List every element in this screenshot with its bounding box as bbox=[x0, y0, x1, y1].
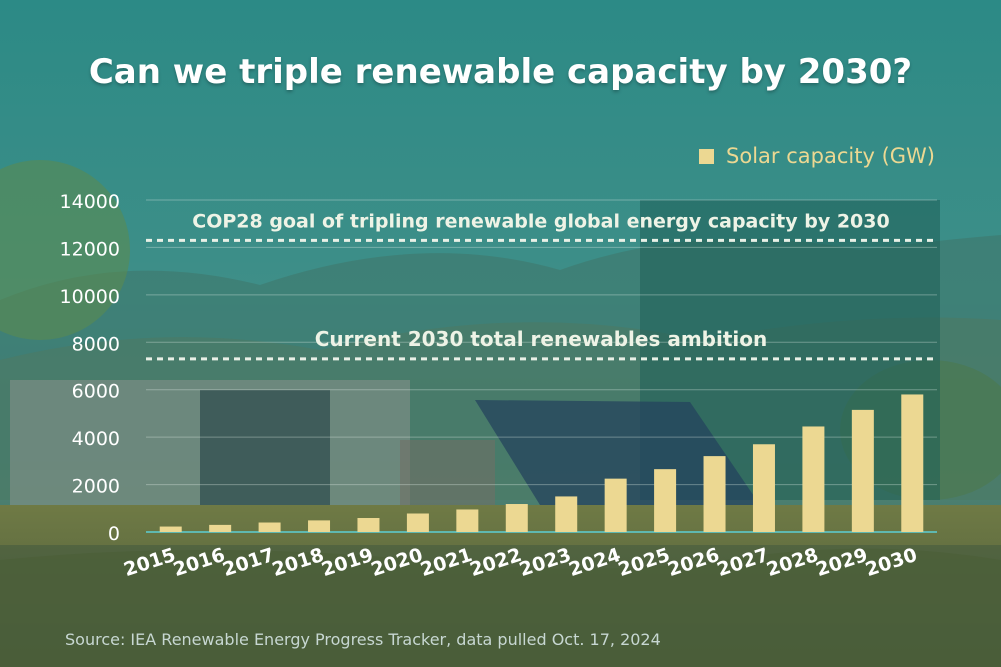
reference-lines: COP28 goal of tripling renewable global … bbox=[146, 210, 937, 361]
y-tick-label: 10000 bbox=[60, 286, 120, 308]
bar bbox=[654, 469, 677, 532]
bar bbox=[308, 520, 331, 532]
bar bbox=[406, 513, 429, 532]
bar-series bbox=[159, 394, 924, 532]
bar bbox=[851, 409, 874, 532]
bar bbox=[505, 504, 528, 532]
bar bbox=[456, 509, 479, 532]
bar bbox=[802, 426, 825, 532]
source-note: Source: IEA Renewable Energy Progress Tr… bbox=[65, 630, 661, 649]
y-tick-label: 0 bbox=[108, 523, 120, 545]
y-tick-label: 12000 bbox=[60, 238, 120, 260]
y-tick-label: 4000 bbox=[72, 428, 120, 450]
gridlines bbox=[146, 199, 937, 486]
bar bbox=[604, 478, 627, 532]
bar bbox=[555, 496, 578, 532]
y-tick-label: 14000 bbox=[60, 191, 120, 213]
y-tick-label: 8000 bbox=[72, 333, 120, 355]
bar bbox=[209, 524, 232, 532]
bar bbox=[752, 444, 775, 532]
reference-line-label: COP28 goal of tripling renewable global … bbox=[192, 210, 889, 232]
y-axis: 0 2000 4000 6000 8000 10000 12000 14000 bbox=[60, 191, 120, 545]
bar bbox=[703, 456, 726, 532]
legend-label: Solar capacity (GW) bbox=[726, 144, 935, 168]
bar bbox=[159, 526, 182, 532]
y-tick-label: 2000 bbox=[72, 476, 120, 498]
reference-line-label: Current 2030 total renewables ambition bbox=[315, 327, 767, 351]
bar bbox=[357, 518, 380, 532]
legend: Solar capacity (GW) bbox=[699, 144, 935, 168]
bar bbox=[901, 394, 924, 532]
legend-swatch bbox=[699, 148, 715, 164]
bar bbox=[258, 522, 281, 532]
chart-title: Can we triple renewable capacity by 2030… bbox=[88, 52, 913, 92]
y-tick-label: 6000 bbox=[72, 381, 120, 403]
